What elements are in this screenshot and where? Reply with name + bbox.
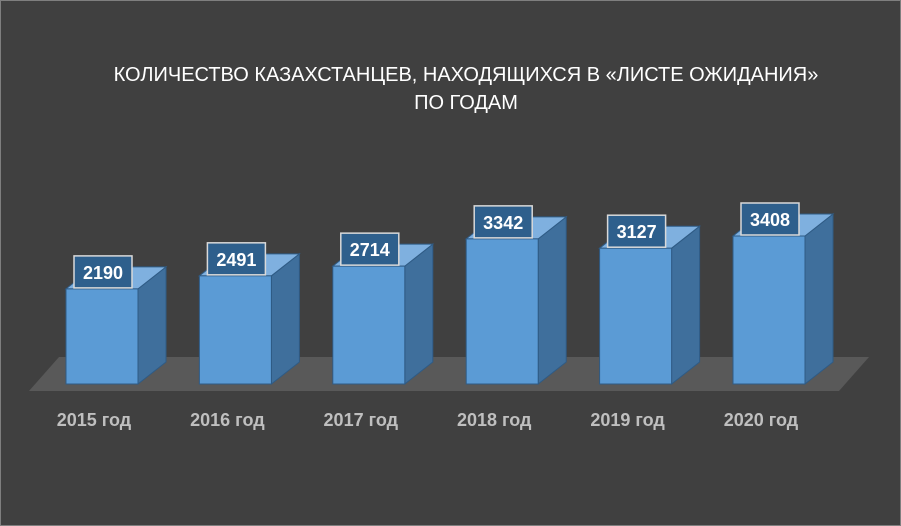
x-tick-label: 2017 год (324, 410, 399, 430)
bar-side (537, 215, 567, 386)
data-label-box (340, 232, 400, 266)
x-tick-label: 2018 год (457, 410, 532, 430)
bar (599, 247, 673, 385)
chart-title-line-1: КОЛИЧЕСТВО КАЗАХСТАНЦЕВ, НАХОДЯЩИХСЯ В «… (113, 64, 819, 86)
data-label: 2491 (216, 250, 256, 270)
bar-side (270, 252, 300, 386)
chart-title: КОЛИЧЕСТВО КАЗАХСТАНЦЕВ, НАХОДЯЩИХСЯ В «… (1, 61, 901, 117)
bar-side (804, 212, 834, 386)
x-tick-label: 2020 год (724, 410, 799, 430)
bar (198, 275, 272, 385)
bar (732, 235, 806, 385)
bar (65, 288, 139, 385)
data-label-box (740, 202, 800, 236)
x-tick-label: 2015 год (57, 410, 132, 430)
data-label: 2190 (83, 263, 123, 283)
data-label-box (206, 242, 267, 276)
bar-side (671, 225, 701, 386)
data-label-box (473, 205, 533, 239)
bar (332, 265, 406, 385)
data-label-box (73, 255, 133, 289)
bar-side (404, 243, 434, 386)
x-tick-label: 2019 год (590, 410, 665, 430)
chart-title-line-2: ПО ГОДАМ (414, 92, 518, 114)
data-label: 3408 (750, 210, 790, 230)
data-label: 3342 (483, 213, 523, 233)
x-tick-label: 2016 год (190, 410, 265, 430)
bar (465, 238, 539, 385)
data-label: 3127 (617, 222, 657, 242)
data-label-box (606, 214, 667, 248)
data-label: 2714 (350, 240, 390, 260)
